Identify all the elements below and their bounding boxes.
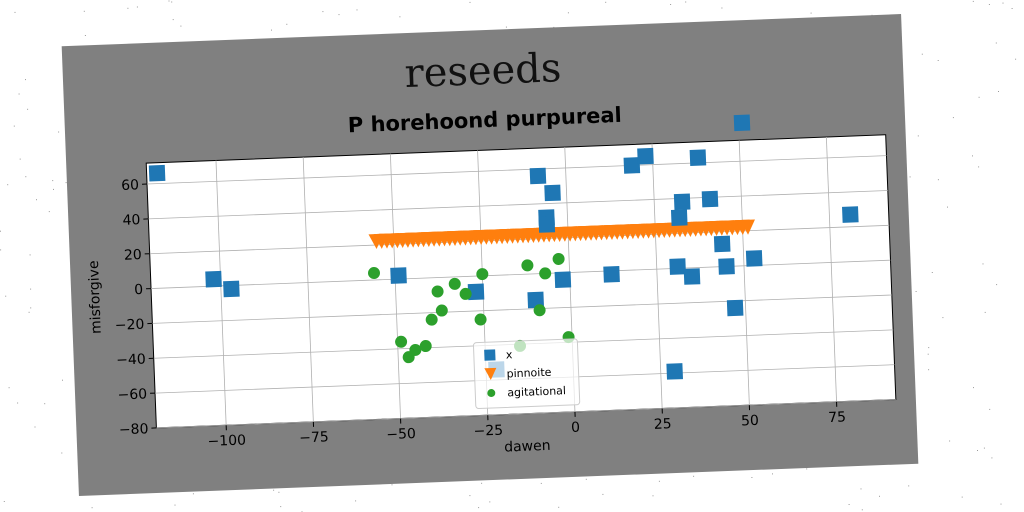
y-tick-label: −40 xyxy=(116,352,146,369)
y-tick-label: −60 xyxy=(117,386,147,403)
point-x xyxy=(689,149,707,166)
point-x xyxy=(701,190,719,208)
point-x xyxy=(603,266,620,283)
x-tick-label: 75 xyxy=(828,409,846,426)
point-x xyxy=(726,299,744,317)
axis-ticks: −100 −75 −50 −25 0 25 50 75 −80 −60 −40 −20 0 20 40 60 xyxy=(115,177,847,450)
x-tick-label: −75 xyxy=(299,429,329,446)
point-x xyxy=(670,209,688,226)
legend-marker-x xyxy=(484,349,496,361)
x-tick-label: −100 xyxy=(207,433,246,450)
grid-line-x xyxy=(738,140,750,406)
point-x xyxy=(673,193,691,211)
point-agitational xyxy=(448,277,461,290)
x-tick-label: −25 xyxy=(473,423,503,440)
point-x xyxy=(623,157,641,174)
point-x xyxy=(718,258,735,275)
point-x xyxy=(683,268,701,285)
legend: x pinnoite agitational xyxy=(472,338,581,410)
point-x xyxy=(529,167,547,185)
point-x xyxy=(733,114,751,132)
grid-line-x xyxy=(825,136,837,402)
legend-label: x xyxy=(506,348,513,361)
legend-box xyxy=(472,338,581,410)
point-x xyxy=(666,363,683,380)
y-tick-label: −20 xyxy=(115,317,145,334)
y-tick-label: 20 xyxy=(124,247,142,264)
point-x xyxy=(467,283,485,301)
point-x xyxy=(148,164,166,182)
point-agitational xyxy=(368,267,381,280)
x-tick-label: 50 xyxy=(741,413,759,430)
x-axis-label: dawen xyxy=(504,438,551,456)
point-agitational xyxy=(476,268,489,281)
point-x xyxy=(637,147,654,165)
grid-line-x xyxy=(389,153,401,419)
y-tick-label: −80 xyxy=(119,421,149,438)
point-agitational xyxy=(395,335,408,348)
point-agitational xyxy=(539,267,552,280)
y-tick-label: 60 xyxy=(121,177,139,194)
point-agitational xyxy=(431,285,444,298)
grid-line-y xyxy=(151,259,891,289)
point-x xyxy=(223,280,240,298)
point-agitational xyxy=(425,313,438,326)
point-agitational xyxy=(533,304,546,317)
y-tick-label: 0 xyxy=(134,282,144,298)
legend-marker-pinnoite xyxy=(484,367,497,381)
point-agitational xyxy=(474,313,487,326)
point-agitational xyxy=(435,304,448,317)
legend-label: pinnoite xyxy=(506,366,552,381)
x-tick-label: 0 xyxy=(571,420,581,436)
y-axis-label: misforgive xyxy=(86,260,105,334)
point-x xyxy=(554,271,572,289)
x-tick-label: 25 xyxy=(654,416,672,433)
point-agitational xyxy=(459,287,472,300)
point-x xyxy=(745,250,763,267)
scatter-chart: −100 −75 −50 −25 0 25 50 75−80−60−40−200204060 … xyxy=(86,114,897,456)
legend-label: agitational xyxy=(507,384,566,399)
grid-line-y xyxy=(156,399,896,429)
point-x xyxy=(527,291,545,309)
point-x xyxy=(669,258,686,275)
point-x xyxy=(390,267,407,284)
x-tick-label: −50 xyxy=(386,426,416,443)
point-x xyxy=(544,184,561,202)
grid-line-x xyxy=(302,157,314,422)
grid-line-x xyxy=(651,143,663,409)
point-x xyxy=(842,206,859,223)
point-agitational xyxy=(419,340,432,353)
point-x xyxy=(538,216,556,233)
grid-line-x xyxy=(215,160,227,426)
y-tick-label: 40 xyxy=(122,212,140,229)
point-agitational xyxy=(409,343,422,356)
figure-card: reseeds P horehoond purpureal −100 −75 −50… xyxy=(61,14,919,496)
legend-marker-agitational xyxy=(487,389,496,398)
point-x xyxy=(713,235,731,253)
point-agitational xyxy=(552,252,565,265)
point-x xyxy=(205,270,222,288)
grid-line-y xyxy=(148,190,888,220)
grid-line-y xyxy=(152,294,892,324)
grid-line-y xyxy=(147,155,887,185)
point-agitational xyxy=(521,259,534,272)
point-pinnoite xyxy=(739,219,755,235)
